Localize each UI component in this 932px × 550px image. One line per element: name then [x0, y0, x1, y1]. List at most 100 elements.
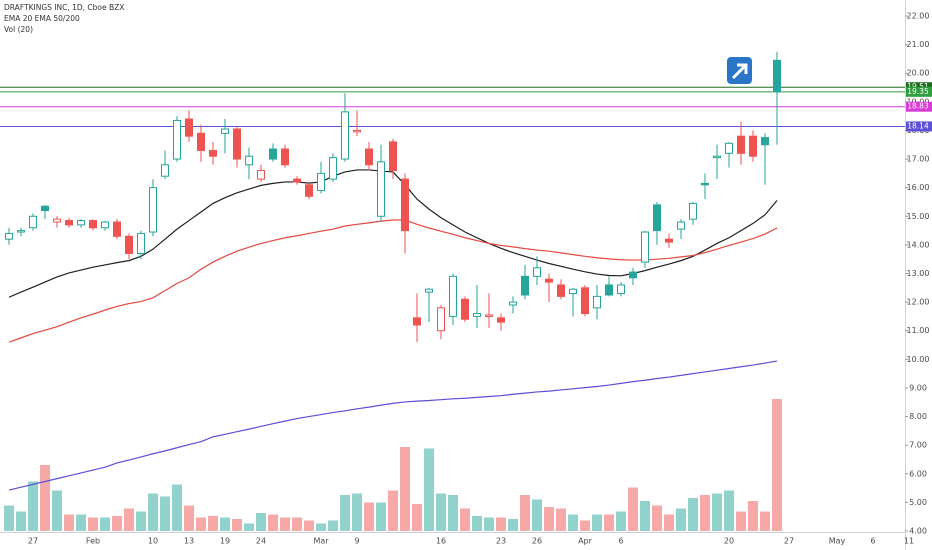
volume-bar — [736, 511, 746, 531]
candle-body — [701, 182, 709, 186]
candle-body — [401, 178, 409, 232]
candle-body — [77, 220, 85, 226]
candle-body — [521, 275, 529, 296]
candle-body — [113, 221, 121, 237]
y-tick-label: 15.00 — [907, 212, 930, 221]
volume-bar — [88, 517, 98, 531]
y-tick-label: 20.00 — [907, 69, 930, 78]
y-tick-label: 6.00 — [909, 469, 927, 478]
candle-body — [665, 238, 673, 243]
volume-bar — [172, 484, 182, 531]
volume-bar — [316, 523, 326, 531]
y-tick-label: 22.00 — [907, 12, 930, 21]
y-tick-label: 13.00 — [907, 269, 930, 278]
volume-bar — [652, 505, 662, 531]
candle-body — [17, 230, 25, 233]
icon-arrow — [731, 63, 748, 80]
volume-bar — [328, 520, 338, 531]
candle-body — [173, 119, 181, 160]
candle-body — [329, 157, 337, 180]
volume-bar — [460, 508, 470, 531]
volume-bar — [724, 490, 734, 531]
volume-bar — [592, 514, 602, 531]
volume-bar — [448, 495, 458, 531]
candle-body — [209, 149, 217, 157]
y-tick-label: 21.00 — [907, 40, 930, 49]
candle-body — [677, 221, 685, 230]
volume-bar — [244, 523, 254, 531]
y-tick-label: 8.00 — [909, 412, 927, 421]
volume-bar — [556, 508, 566, 531]
y-tick-label: 10.00 — [907, 355, 930, 364]
volume-bar — [100, 517, 110, 531]
volume-bar — [532, 499, 542, 531]
candle-body — [161, 164, 169, 177]
volume-bar — [232, 519, 242, 531]
volume-bar — [148, 493, 158, 531]
candle-body — [365, 148, 373, 166]
x-tick-label: 6 — [870, 537, 875, 546]
y-tick-label: 12.00 — [907, 298, 930, 307]
volume-bar — [772, 399, 782, 531]
volume-bar — [472, 516, 482, 531]
candle-body — [137, 232, 145, 254]
candle-body — [473, 313, 481, 317]
ema-line — [8, 360, 778, 491]
candle-body — [557, 284, 565, 297]
volume-bar — [292, 517, 302, 531]
x-tick-label: 24 — [256, 537, 266, 546]
candle-body — [461, 298, 469, 320]
volume-bar — [568, 514, 578, 531]
x-tick-label: 26 — [532, 537, 542, 546]
chart-title: DRAFTKINGS INC, 1D, Cboe BZX — [4, 3, 124, 12]
candle-body — [53, 218, 61, 223]
volume-bar — [760, 511, 770, 531]
volume-bar — [628, 487, 638, 531]
y-tick-label: 11.00 — [907, 326, 930, 335]
x-tick-label: Feb — [86, 537, 100, 546]
volume-bar — [268, 514, 278, 531]
candle-body — [305, 184, 313, 197]
candle-body — [485, 314, 493, 317]
x-tick-label: 19 — [220, 537, 230, 546]
y-tick-label: 17.00 — [907, 155, 930, 164]
volume-bar — [112, 516, 122, 531]
candle-body — [569, 288, 577, 295]
volume-bar — [16, 511, 26, 531]
volume-bar — [160, 496, 170, 531]
volume-bar — [4, 505, 14, 531]
price-tag — [906, 121, 932, 132]
candle-body — [281, 148, 289, 166]
volume-bar — [544, 507, 554, 531]
volume-bar — [64, 514, 74, 531]
x-tick-label: 27 — [784, 537, 794, 546]
x-tick-label: 6 — [618, 537, 623, 546]
candle-body — [257, 170, 265, 180]
x-tick-label: Mar — [313, 537, 329, 546]
volume-bar — [604, 514, 614, 531]
price-tag — [906, 101, 932, 112]
x-tick-label: 11 — [904, 537, 914, 546]
candle-body — [65, 220, 73, 226]
x-tick-label: 13 — [184, 537, 194, 546]
volume-bar — [616, 511, 626, 531]
volume-bar — [580, 520, 590, 531]
candle-body — [101, 221, 109, 229]
candle-body — [425, 288, 433, 293]
candle-body — [149, 187, 157, 233]
candle-body — [353, 129, 361, 133]
volume-bar — [400, 447, 410, 531]
plot-area — [0, 51, 905, 531]
volume-bar — [388, 490, 398, 531]
candle-body — [773, 59, 781, 93]
candle-body — [761, 137, 769, 146]
volume-bar — [376, 502, 386, 531]
candle-body — [125, 235, 133, 254]
y-tick-label: 7.00 — [909, 441, 927, 450]
volume-bar — [28, 481, 38, 531]
volume-bar — [496, 517, 506, 531]
volume-bar — [196, 517, 206, 531]
